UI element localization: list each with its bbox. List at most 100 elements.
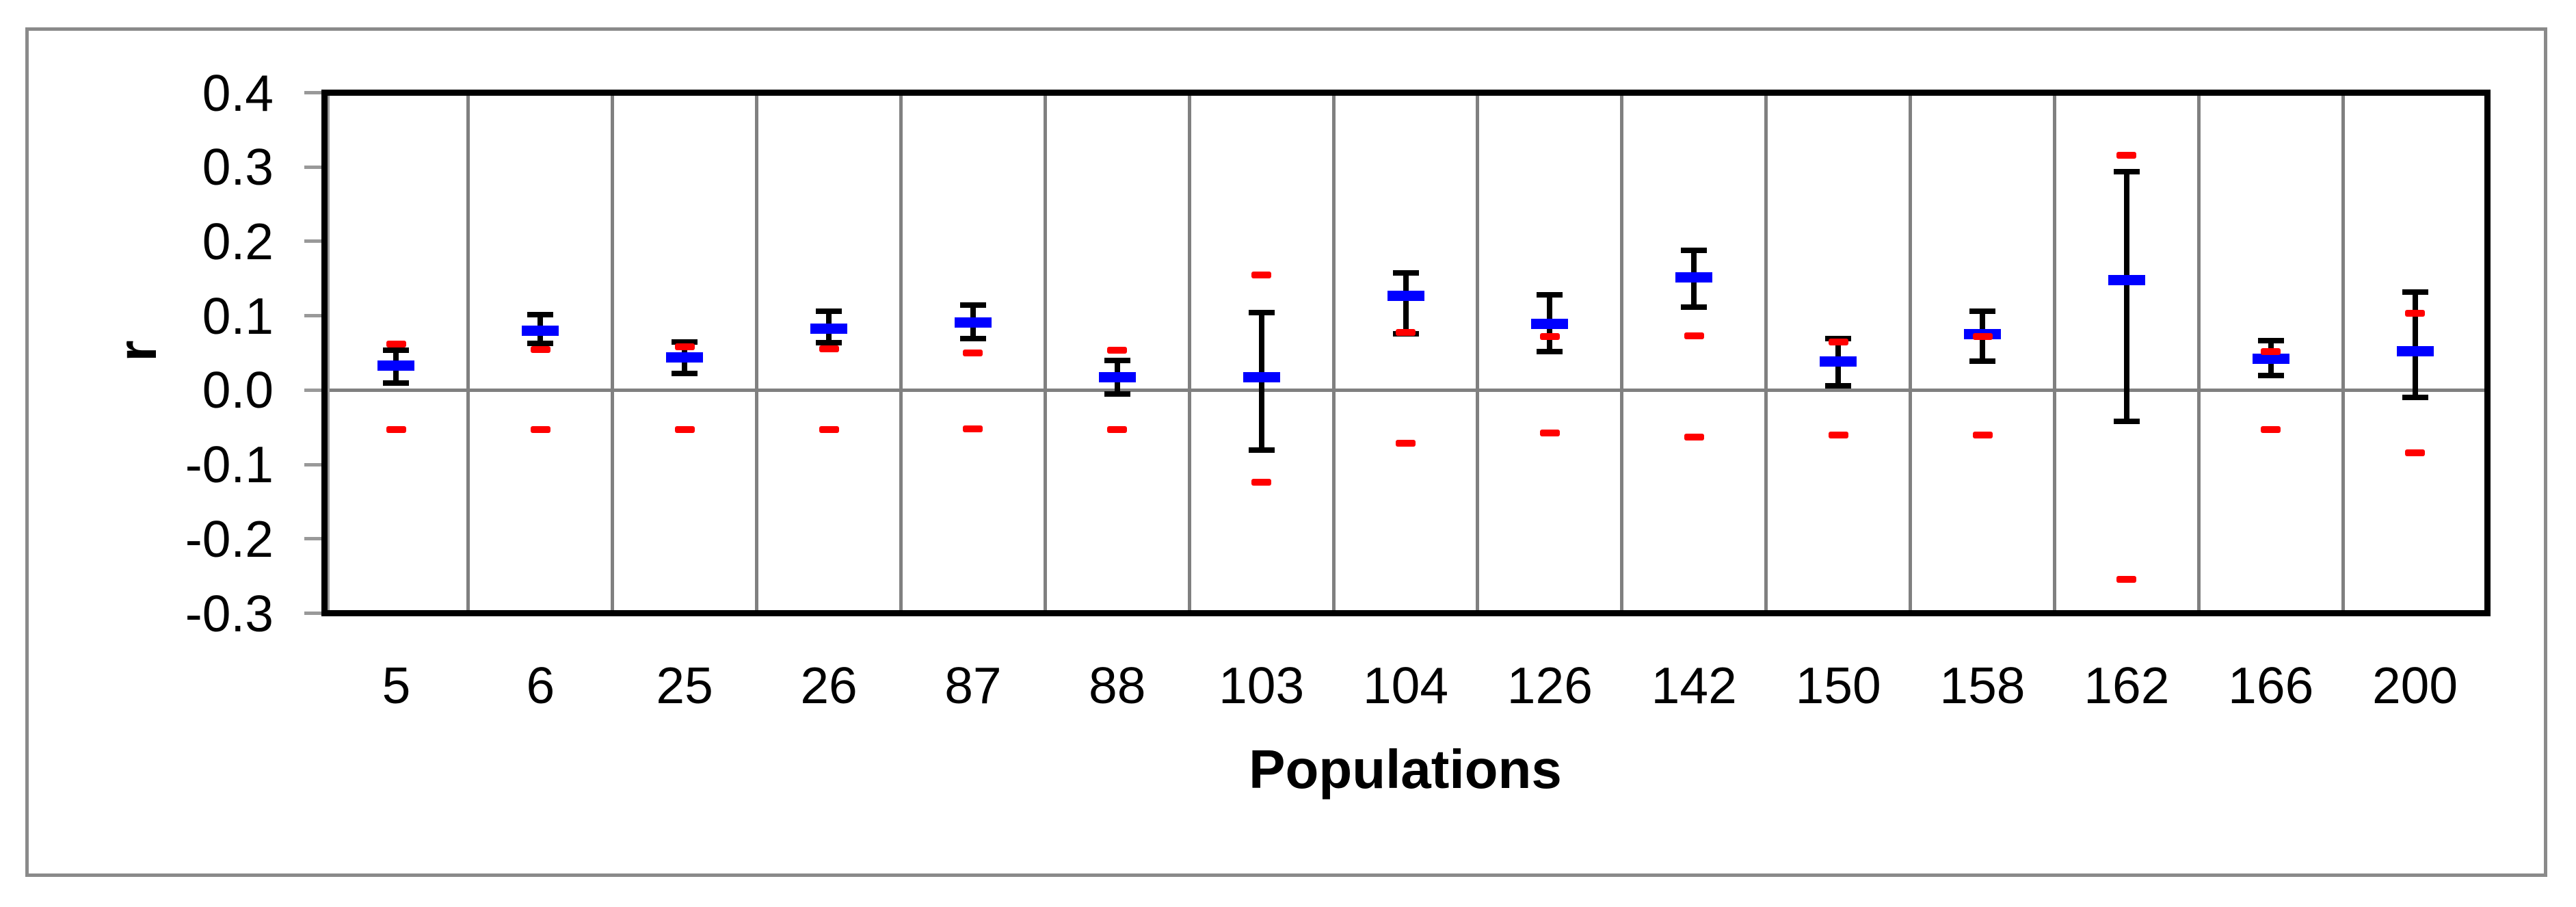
x-axis-title: Populations [1249, 739, 1562, 800]
null-dash-lower-103 [1251, 479, 1272, 486]
x-tick-label: 88 [1089, 657, 1146, 714]
null-dash-lower-87 [963, 425, 983, 432]
gridline-vertical [466, 96, 470, 610]
x-tick-label: 25 [656, 657, 713, 714]
y-axis-tick [304, 91, 321, 94]
gridline-vertical [1909, 96, 1912, 610]
x-tick-label: 87 [944, 657, 1002, 714]
null-dash-lower-158 [1972, 431, 1993, 438]
gridline-vertical [1764, 96, 1768, 610]
whisker-cap-top-6 [527, 311, 554, 317]
mean-bar-142 [1675, 272, 1713, 282]
mean-bar-5 [377, 360, 415, 371]
gridline-vertical [611, 96, 615, 610]
whisker-cap-bottom-5 [383, 380, 410, 386]
x-tick-label: 5 [382, 657, 411, 714]
y-tick-label: 0.3 [202, 138, 274, 196]
x-tick-label: 200 [2372, 657, 2458, 714]
mean-bar-126 [1531, 319, 1569, 330]
gridline-zero [327, 388, 2484, 392]
null-dash-lower-104 [1396, 439, 1416, 447]
y-axis-tick [304, 314, 321, 318]
whisker-cap-bottom-103 [1248, 447, 1275, 454]
y-tick-label: 0.2 [202, 212, 274, 270]
null-dash-lower-5 [386, 426, 406, 433]
null-dash-lower-88 [1107, 426, 1128, 433]
mean-bar-87 [954, 317, 992, 328]
mean-bar-166 [2252, 354, 2289, 365]
gridline-vertical [755, 96, 759, 610]
y-axis-tick [304, 388, 321, 392]
null-dash-lower-166 [2261, 426, 2281, 433]
x-tick-label: 103 [1219, 657, 1305, 714]
x-tick-label: 6 [526, 657, 555, 714]
y-tick-label: 0.1 [202, 287, 274, 345]
y-axis-tick [304, 462, 321, 466]
gridline-vertical [1187, 96, 1191, 610]
null-dash-lower-200 [2405, 449, 2426, 456]
whisker-cap-bottom-200 [2402, 395, 2428, 401]
x-tick-label: 126 [1506, 657, 1593, 714]
whisker-cap-top-87 [959, 302, 986, 308]
y-tick-label: 0.4 [202, 64, 274, 122]
gridline-vertical [2341, 96, 2345, 610]
mean-bar-150 [1820, 356, 1857, 367]
x-tick-label: 26 [800, 657, 858, 714]
y-axis-line [327, 96, 330, 610]
null-dash-lower-25 [674, 426, 695, 433]
null-dash-upper-200 [2405, 310, 2426, 317]
mean-bar-6 [522, 325, 559, 336]
mean-bar-162 [2108, 275, 2145, 285]
whisker-cap-top-25 [672, 339, 698, 345]
whisker-cap-top-88 [1104, 357, 1130, 363]
null-dash-upper-5 [386, 341, 406, 347]
y-tick-label: -0.2 [185, 510, 274, 568]
mean-bar-103 [1243, 372, 1280, 383]
whisker-cap-bottom-26 [816, 339, 842, 345]
mean-bar-200 [2396, 346, 2434, 357]
null-dash-upper-25 [674, 343, 695, 351]
whisker-cap-top-158 [1969, 308, 1995, 315]
whisker-cap-top-104 [1392, 270, 1419, 276]
null-dash-upper-150 [1828, 338, 1848, 345]
x-tick-label: 104 [1362, 657, 1449, 714]
whisker-line-104 [1403, 272, 1409, 334]
gridline-vertical [1476, 96, 1480, 610]
gridline-vertical [899, 96, 903, 610]
figure-border [25, 27, 2547, 877]
x-tick-label: 150 [1795, 657, 1881, 714]
null-dash-lower-26 [819, 426, 839, 433]
x-tick-label: 158 [1939, 657, 2026, 714]
null-dash-upper-158 [1972, 333, 1993, 341]
whisker-cap-bottom-142 [1681, 304, 1708, 310]
whisker-cap-bottom-150 [1825, 382, 1852, 389]
plot-frame-left [321, 90, 328, 616]
mean-bar-88 [1098, 372, 1136, 383]
x-tick-label: 162 [2084, 657, 2170, 714]
y-axis-tick [304, 165, 321, 169]
y-axis-tick [304, 612, 321, 615]
whisker-cap-top-142 [1681, 248, 1708, 253]
null-dash-upper-103 [1251, 271, 1272, 278]
whisker-line-162 [2123, 171, 2129, 421]
null-dash-lower-142 [1684, 433, 1704, 441]
plot-frame-right [2484, 90, 2491, 616]
gridline-vertical [2196, 96, 2201, 610]
plot-frame-top [321, 90, 2491, 96]
null-dash-upper-104 [1396, 328, 1416, 336]
whisker-cap-bottom-166 [2257, 372, 2284, 378]
mean-bar-104 [1387, 290, 1424, 301]
gridline-vertical [1620, 96, 1624, 610]
whisker-cap-bottom-87 [959, 336, 986, 342]
whisker-cap-top-166 [2257, 337, 2284, 343]
whisker-cap-bottom-162 [2113, 419, 2140, 424]
whisker-cap-bottom-88 [1104, 391, 1130, 397]
y-tick-label: -0.3 [185, 584, 274, 642]
gridline-vertical [1043, 96, 1047, 610]
whisker-cap-top-5 [383, 347, 410, 353]
x-tick-label: 166 [2228, 657, 2314, 714]
x-tick-label: 142 [1651, 657, 1737, 714]
null-dash-upper-166 [2261, 347, 2281, 355]
whisker-cap-bottom-126 [1537, 348, 1563, 354]
